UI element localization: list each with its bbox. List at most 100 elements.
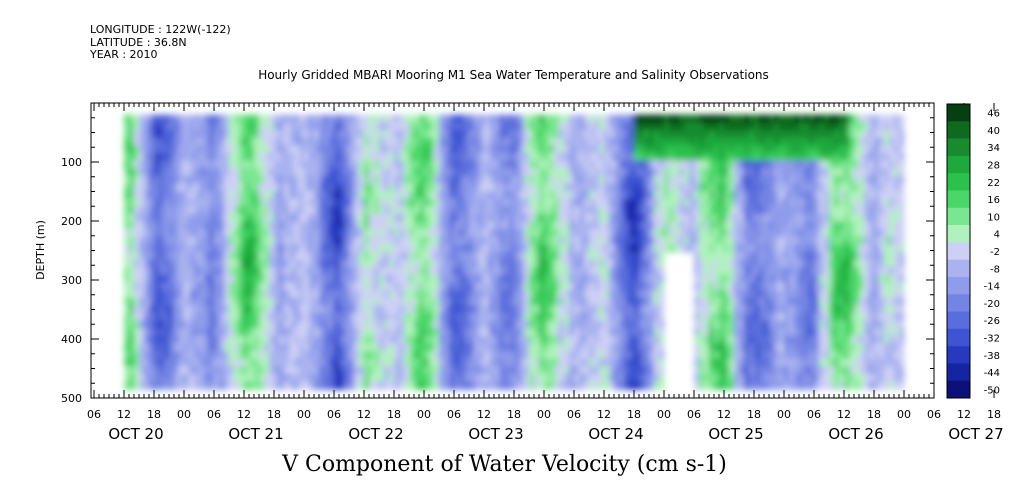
heatmap-cell — [599, 259, 605, 268]
heatmap-cell — [414, 366, 420, 375]
heatmap-cell — [609, 122, 615, 131]
heatmap-cell — [544, 305, 550, 314]
heatmap-cell — [604, 137, 610, 146]
heatmap-cell — [789, 229, 795, 238]
heatmap-cell — [179, 213, 185, 223]
heatmap-cell — [419, 206, 425, 215]
heatmap-cell — [139, 259, 145, 268]
heatmap-cell — [799, 328, 805, 337]
heatmap-cell — [349, 252, 355, 261]
heatmap-cell — [184, 312, 190, 322]
heatmap-cell — [209, 335, 215, 344]
heatmap-cell — [514, 175, 520, 184]
heatmap-cell — [589, 137, 595, 146]
heatmap-cell — [649, 312, 655, 322]
heatmap-cell — [339, 343, 345, 352]
heatmap-cell — [774, 213, 780, 223]
heatmap-cell — [484, 335, 490, 344]
heatmap-cell — [654, 274, 660, 283]
heatmap-cell — [669, 160, 675, 169]
heatmap-cell — [274, 366, 280, 375]
heatmap-cell — [489, 305, 495, 314]
heatmap-cell — [729, 320, 735, 329]
heatmap-cell — [704, 297, 710, 306]
heatmap-cell — [474, 152, 480, 162]
heatmap-cell — [549, 221, 555, 230]
metadata-block: LONGITUDE : 122W(-122) LATITUDE : 36.8N … — [90, 23, 231, 62]
heatmap-cell — [209, 145, 215, 154]
heatmap-cell — [169, 198, 175, 207]
heatmap-cell — [794, 114, 800, 123]
heatmap-cell — [369, 213, 375, 223]
heatmap-cell — [169, 343, 175, 352]
heatmap-cell — [209, 175, 215, 184]
heatmap-cell — [774, 160, 780, 169]
heatmap-cell — [404, 259, 410, 268]
heatmap-cell — [374, 381, 380, 390]
heatmap-cell — [519, 297, 525, 306]
heatmap-cell — [504, 282, 510, 291]
heatmap-cell — [299, 191, 305, 200]
heatmap-cell — [694, 137, 700, 146]
heatmap-cell — [164, 373, 170, 383]
heatmap-cell — [154, 229, 160, 238]
heatmap-cell — [389, 114, 395, 123]
heatmap-cell — [339, 221, 345, 230]
heatmap-cell — [169, 274, 175, 283]
heatmap-cell — [214, 297, 220, 306]
heatmap-cell — [719, 160, 725, 169]
heatmap-cell — [459, 175, 465, 184]
heatmap-cell — [439, 274, 445, 283]
heatmap-cell — [584, 274, 590, 283]
heatmap-cell — [779, 130, 785, 139]
heatmap-cell — [209, 312, 215, 322]
heatmap-cell — [779, 152, 785, 162]
heatmap-cell — [539, 221, 545, 230]
heatmap-cell — [479, 244, 485, 253]
heatmap-cell — [629, 244, 635, 253]
heatmap-cell — [734, 221, 740, 230]
heatmap-cell — [184, 305, 190, 314]
heatmap-cell — [264, 358, 270, 367]
heatmap-cell — [639, 244, 645, 253]
heatmap-cell — [694, 229, 700, 238]
heatmap-cell — [459, 236, 465, 245]
heatmap-cell — [474, 267, 480, 276]
heatmap-cell — [374, 366, 380, 375]
heatmap-cell — [394, 122, 400, 131]
heatmap-cell — [474, 229, 480, 238]
heatmap-cell — [284, 305, 290, 314]
heatmap-cell — [129, 160, 135, 169]
heatmap-cell — [634, 213, 640, 223]
heatmap-cell — [514, 312, 520, 322]
heatmap-cell — [164, 168, 170, 177]
heatmap-cell — [369, 290, 375, 299]
heatmap-cell — [649, 152, 655, 162]
heatmap-cell — [604, 206, 610, 215]
heatmap-cell — [569, 213, 575, 223]
heatmap-cell — [164, 206, 170, 215]
heatmap-cell — [739, 114, 745, 123]
heatmap-cell — [709, 312, 715, 322]
heatmap-cell — [764, 282, 770, 291]
heatmap-cell — [499, 373, 505, 383]
heatmap-cell — [274, 198, 280, 207]
heatmap-cell — [149, 152, 155, 162]
heatmap-cell — [364, 198, 370, 207]
heatmap-cell — [789, 114, 795, 123]
heatmap-cell — [629, 183, 635, 192]
heatmap-cell — [369, 274, 375, 283]
heatmap-cell — [524, 312, 530, 322]
heatmap-cell — [524, 252, 530, 261]
heatmap-cell — [609, 213, 615, 223]
heatmap-cell — [409, 267, 415, 276]
heatmap-cell — [714, 343, 720, 352]
heatmap-cell — [724, 160, 730, 169]
heatmap-cell — [309, 175, 315, 184]
heatmap-cell — [579, 152, 585, 162]
heatmap-cell — [809, 206, 815, 215]
heatmap-cell — [204, 290, 210, 299]
heatmap-cell — [694, 259, 700, 268]
heatmap-cell — [314, 122, 320, 131]
heatmap-cell — [479, 122, 485, 131]
